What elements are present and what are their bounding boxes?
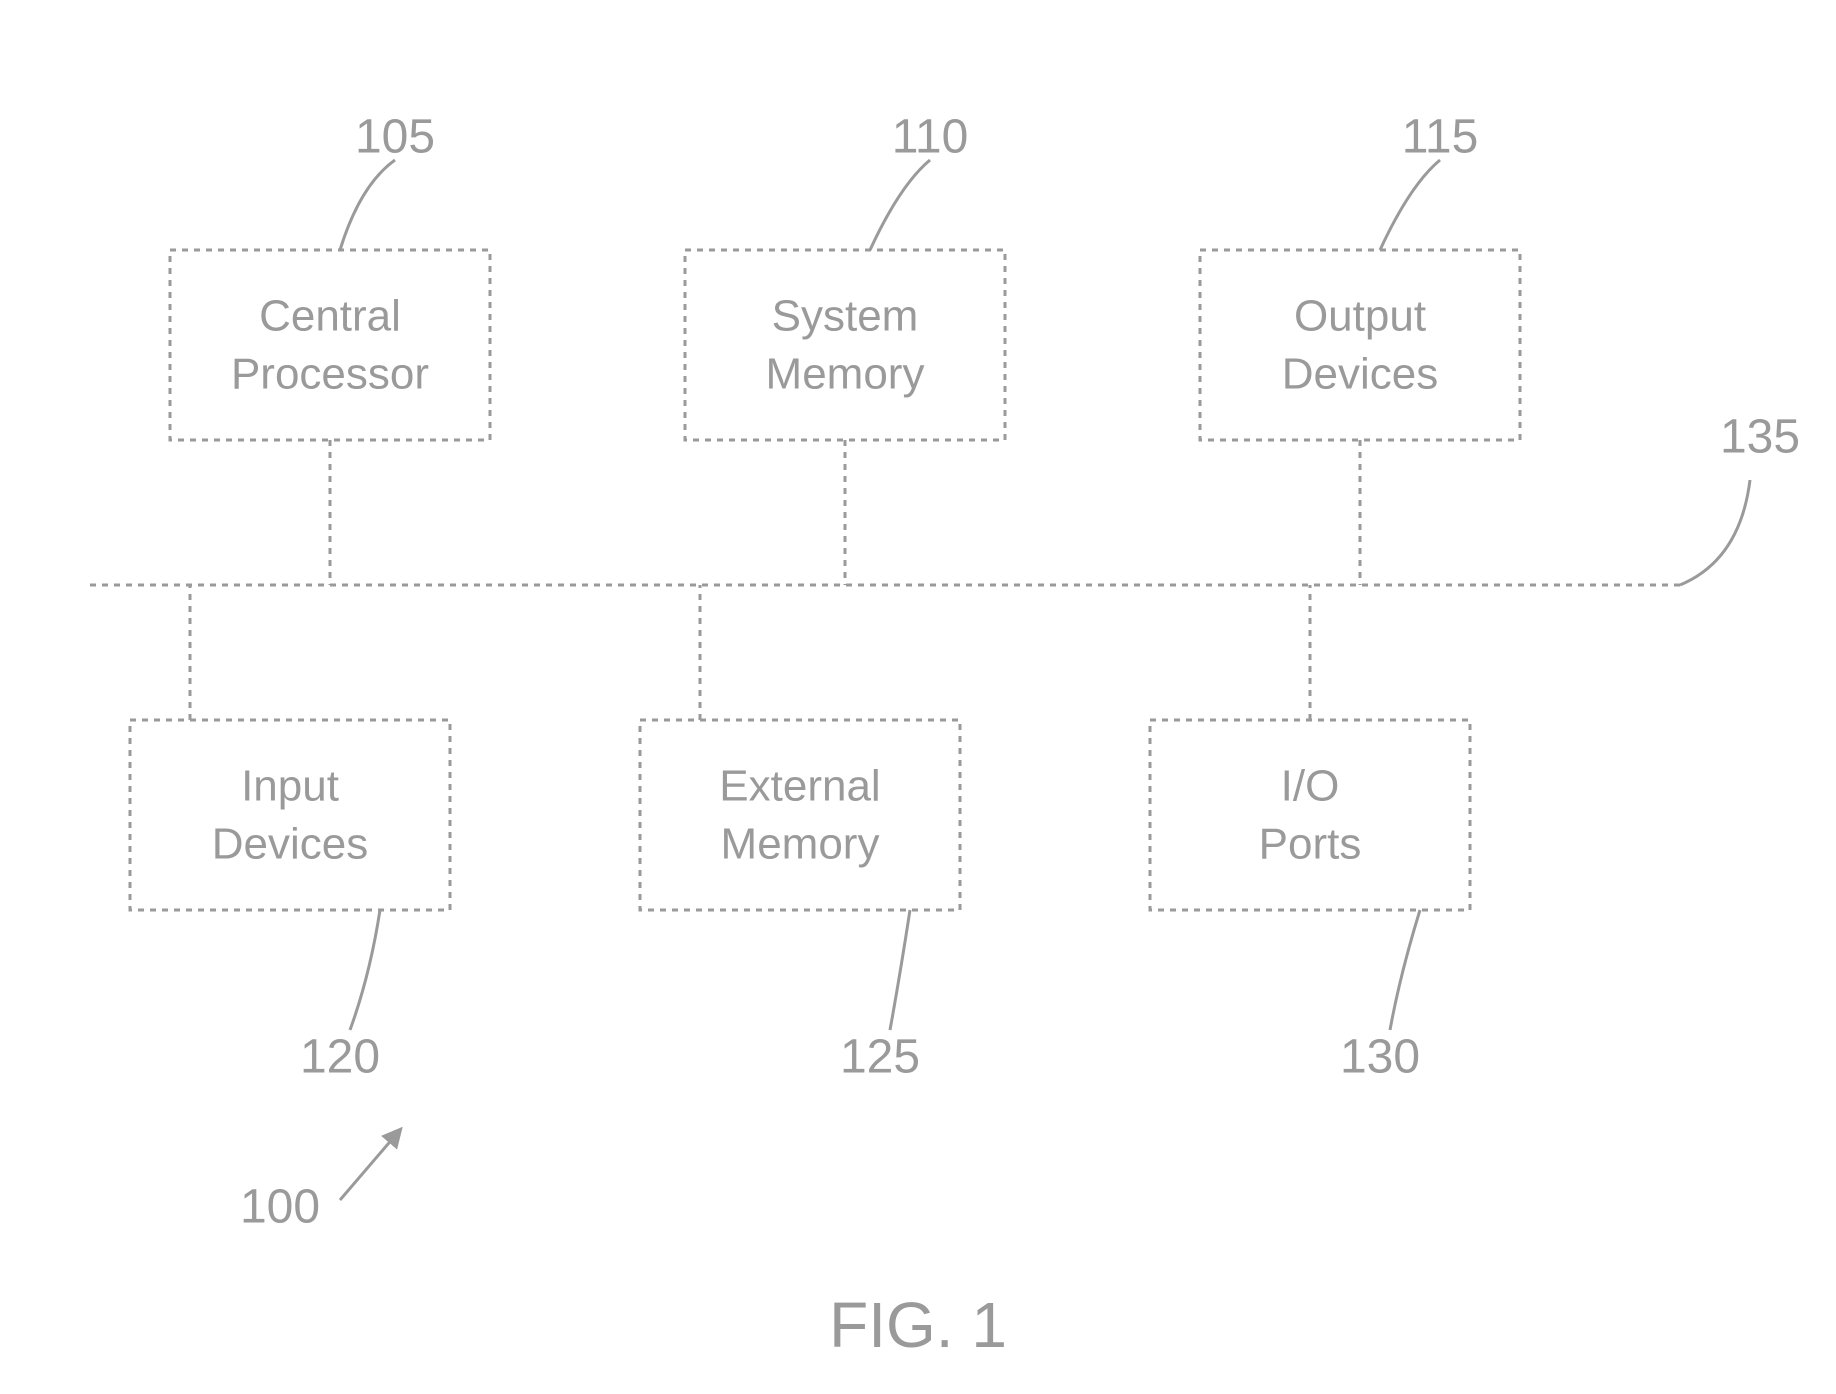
extmem-leader — [890, 910, 910, 1030]
extmem-label-2: Memory — [721, 820, 880, 869]
extmem-label-1: External — [719, 762, 880, 811]
ioports-label-2: Ports — [1259, 820, 1362, 869]
system-ref-arrow — [340, 1130, 400, 1200]
indev-label-2: Devices — [212, 820, 369, 869]
cpu-ref: 105 — [355, 111, 435, 164]
cpu-box — [170, 250, 490, 440]
bus-leader — [1680, 480, 1750, 585]
figure-caption: FIG. 1 — [829, 1289, 1007, 1361]
outdev-leader — [1380, 160, 1440, 250]
ioports-leader — [1390, 910, 1420, 1030]
bus-ref: 135 — [1720, 411, 1800, 464]
system-ref: 100 — [240, 1181, 320, 1234]
diagram-canvas: Central Processor 105 System Memory 110 Output… — [0, 0, 1836, 1394]
extmem-box — [640, 720, 960, 910]
sysmem-ref: 110 — [892, 111, 969, 164]
sysmem-label-1: System — [772, 292, 919, 341]
cpu-label-1: Central — [259, 292, 401, 341]
ioports-ref: 130 — [1340, 1031, 1420, 1084]
ioports-label-1: I/O — [1281, 762, 1340, 811]
indev-ref: 120 — [300, 1031, 380, 1084]
extmem-ref: 125 — [840, 1031, 920, 1084]
indev-label-1: Input — [241, 762, 339, 811]
ioports-box — [1150, 720, 1470, 910]
sysmem-box — [685, 250, 1005, 440]
outdev-label-2: Devices — [1282, 350, 1439, 399]
outdev-label-1: Output — [1294, 292, 1426, 341]
sysmem-leader — [870, 160, 930, 250]
outdev-box — [1200, 250, 1520, 440]
cpu-leader — [340, 160, 395, 250]
cpu-label-2: Processor — [231, 350, 429, 399]
sysmem-label-2: Memory — [766, 350, 925, 399]
indev-box — [130, 720, 450, 910]
outdev-ref: 115 — [1402, 111, 1479, 164]
indev-leader — [350, 910, 380, 1030]
